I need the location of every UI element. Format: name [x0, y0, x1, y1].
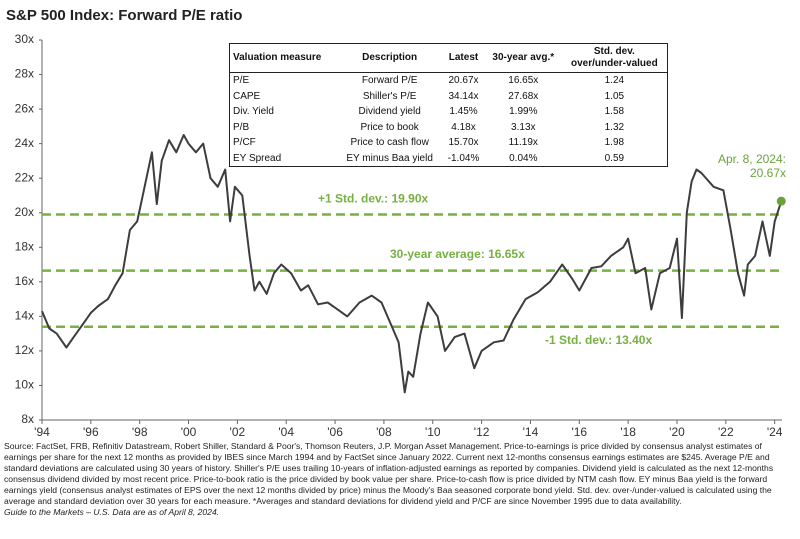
x-tick-label: '20 [669, 425, 685, 439]
annotation: 20.67x [750, 166, 786, 180]
reference-label: +1 Std. dev.: 19.90x [318, 192, 428, 206]
table-cell: 0.04% [509, 152, 538, 164]
table-cell: Dividend yield [358, 106, 421, 117]
y-tick-label: 10x [15, 378, 34, 392]
table-cell: 34.14x [448, 90, 479, 102]
table-cell: 1.98 [604, 137, 625, 148]
x-tick-label: '22 [718, 425, 734, 439]
table-cell: Forward P/E [361, 75, 418, 86]
table-cell: EY minus Baa yield [346, 152, 433, 164]
y-tick-label: 18x [15, 239, 34, 253]
x-tick-label: '24 [767, 425, 783, 439]
table-cell: P/CF [233, 137, 256, 148]
table-cell: 27.68x [508, 90, 539, 102]
x-tick-label: '08 [376, 425, 392, 439]
valuation-table: Valuation measure Description Latest 30-yea… [229, 43, 668, 167]
annotation: Apr. 8, 2024: [718, 152, 786, 166]
y-tick-label: 20x [15, 205, 34, 219]
table-cell: P/E [233, 75, 250, 86]
table-cell: 1.45% [449, 106, 478, 117]
table-cell: 1.32 [604, 121, 625, 133]
table-cell: Div. Yield [233, 106, 274, 117]
table-cell: 0.59 [604, 152, 625, 164]
reference-label: 30-year average: 16.65x [390, 247, 525, 261]
table-cell: 3.13x [511, 121, 536, 133]
table-cell: 4.18x [451, 121, 476, 133]
x-tick-label: '12 [474, 425, 490, 439]
x-tick-label: '96 [83, 425, 99, 439]
x-tick-label: '10 [425, 425, 441, 439]
x-tick-label: '14 [523, 425, 539, 439]
table-cell: -1.04% [447, 152, 480, 164]
table-body: P/E Forward P/E 20.67x 16.65x 1.24 CAPE Shille… [230, 73, 668, 167]
table-cell: 20.67x [448, 75, 479, 86]
x-tick-label: '94 [34, 425, 50, 439]
column-header: Valuation measure [229, 43, 338, 73]
column-header: 30-year avg.* [484, 43, 562, 73]
y-tick-label: 24x [15, 136, 34, 150]
y-tick-label: 16x [15, 274, 34, 288]
table-cell: 1.58 [604, 106, 625, 117]
x-tick-label: '02 [230, 425, 246, 439]
table-cell: 16.65x [508, 75, 539, 86]
footnote: Guide to the Markets – U.S. Data are as … [4, 507, 220, 517]
table-row: CAPE Shiller's P/E 34.14x 27.68x 1.05 [230, 89, 668, 105]
x-tick-label: '98 [132, 425, 148, 439]
x-tick-label: '16 [571, 425, 587, 439]
chart-title: S&P 500 Index: Forward P/E ratio [6, 7, 242, 24]
y-tick-label: 26x [15, 101, 34, 115]
y-tick-label: 30x [15, 32, 34, 46]
footer: Source: FactSet, FRB, Refinitiv Datastre… [4, 441, 794, 518]
x-tick-label: '04 [278, 425, 294, 439]
table-header: Valuation measure Description Latest 30-yea… [229, 43, 668, 73]
table-cell: Price to cash flow [350, 137, 429, 148]
latest-marker [776, 196, 786, 206]
column-header: Description [337, 43, 443, 73]
table-row: Div. Yield Dividend yield 1.45% 1.99% 1.58 [230, 104, 668, 120]
column-header: Latest [442, 43, 485, 73]
table-cell: 1.05 [604, 90, 625, 102]
table-row: EY Spread EY minus Baa yield -1.04% 0.04% 0.… [230, 151, 668, 167]
table-cell: 11.19x [508, 137, 538, 148]
table-row: P/E Forward P/E 20.67x 16.65x 1.24 [230, 73, 668, 89]
y-tick-label: 28x [15, 67, 34, 81]
x-tick-label: '06 [327, 425, 343, 439]
table-cell: 1.24 [604, 75, 625, 86]
x-tick-label: '18 [620, 425, 636, 439]
y-tick-label: 8x [21, 412, 34, 426]
source-note: Source: FactSet, FRB, Refinitiv Datastre… [4, 441, 774, 506]
x-tick-label: '00 [181, 425, 197, 439]
table-row: P/CF Price to cash flow 15.70x 11.19x 1.98 [230, 135, 668, 151]
reference-label: -1 Std. dev.: 13.40x [545, 333, 652, 347]
pe-line [41, 134, 783, 394]
table-row: P/B Price to book 4.18x 3.13x 1.32 [230, 120, 668, 136]
table-cell: CAPE [233, 90, 261, 102]
table-cell: Shiller's P/E [362, 90, 417, 102]
column-header: Std. dev. over/under-valued [561, 43, 668, 73]
y-tick-label: 14x [15, 309, 34, 323]
table-cell: 15.70x [448, 137, 479, 148]
table-cell: Price to book [360, 121, 419, 133]
table-cell: 1.99% [509, 106, 538, 117]
table-cell: P/B [233, 121, 250, 133]
y-tick-label: 12x [15, 343, 34, 357]
table-cell: EY Spread [233, 152, 282, 164]
y-tick-label: 22x [15, 170, 34, 184]
